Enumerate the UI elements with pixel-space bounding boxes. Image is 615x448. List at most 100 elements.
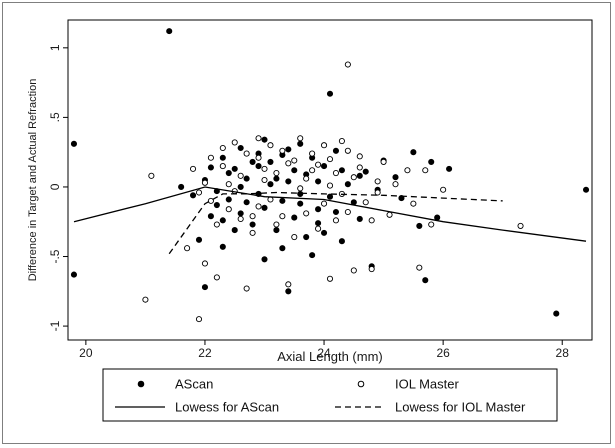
point-iol-master (368, 217, 375, 224)
point-iol-master (213, 221, 220, 228)
point-ascan (213, 201, 220, 209)
point-ascan (428, 158, 435, 165)
point-ascan (392, 174, 399, 181)
point-ascan (261, 204, 268, 211)
point-ascan (207, 164, 214, 171)
point-iol-master (213, 274, 220, 281)
point-ascan (410, 149, 417, 156)
x-tick-label: 24 (317, 346, 331, 360)
legend-label-ascan: AScan (175, 377, 213, 392)
legend-label-lowess-for-ascan: Lowess for AScan (175, 400, 279, 415)
point-ascan (285, 178, 292, 185)
point-iol-master (279, 147, 286, 154)
point-iol-master (350, 267, 357, 274)
point-ascan (166, 28, 173, 35)
point-iol-master (285, 160, 292, 167)
point-ascan (446, 165, 453, 172)
point-iol-master (386, 211, 393, 218)
point-iol-master (243, 285, 250, 292)
point-ascan (70, 271, 78, 278)
point-iol-master (273, 221, 280, 228)
point-iol-master (243, 150, 250, 157)
point-ascan (326, 193, 334, 200)
point-ascan (243, 199, 250, 206)
point-iol-master (320, 142, 328, 149)
point-iol-master (267, 142, 274, 149)
legend-key-ascan (137, 380, 145, 388)
point-iol-master (428, 221, 435, 228)
point-ascan (338, 167, 345, 174)
point-iol-master (237, 215, 244, 223)
point-ascan (243, 175, 250, 182)
point-ascan (315, 220, 322, 227)
y-tick-label: 1 (48, 44, 62, 51)
point-iol-master (201, 179, 209, 186)
x-tick-label: 20 (79, 346, 93, 360)
point-ascan (434, 214, 441, 221)
point-iol-master (255, 154, 262, 161)
point-iol-master (219, 163, 226, 170)
point-iol-master (380, 158, 387, 165)
legend: AScan IOL Master Lowess for AScan Lowess fo… (115, 377, 526, 415)
line-lowess-for-iol-master (168, 191, 503, 255)
point-iol-master (261, 176, 268, 184)
point-ascan (344, 181, 351, 188)
point-iol-master (297, 135, 304, 142)
point-iol-master (207, 197, 214, 204)
point-ascan (291, 214, 298, 221)
point-iol-master (261, 165, 268, 172)
point-ascan (267, 181, 274, 188)
point-ascan (231, 227, 238, 234)
point-iol-master (315, 161, 322, 168)
point-iol-master (279, 213, 286, 220)
point-ascan (320, 229, 328, 236)
point-ascan (219, 243, 226, 250)
point-iol-master (219, 144, 226, 152)
point-ascan (338, 238, 345, 245)
legend-item-iol-master: IOL Master (357, 377, 459, 392)
point-ascan (332, 147, 340, 154)
axis-ticks: 20 22 24 26 28 1 .5 0 -.5 -1 (48, 44, 569, 360)
point-ascan (195, 236, 203, 243)
point-iol-master (356, 153, 363, 160)
legend-item-ascan: AScan (137, 377, 213, 392)
point-ascan (291, 167, 298, 174)
point-iol-master (326, 156, 334, 163)
point-iol-master (416, 264, 423, 271)
point-iol-master (374, 178, 381, 185)
point-ascan (249, 158, 256, 165)
point-ascan (309, 252, 316, 259)
point-ascan (225, 196, 232, 203)
point-iol-master (249, 229, 256, 236)
point-iol-master (303, 210, 310, 217)
legend-item-lowess-for-ascan: Lowess for AScan (115, 400, 279, 415)
point-ascan (553, 310, 560, 317)
point-ascan (297, 190, 304, 197)
point-iol-master (356, 164, 363, 171)
x-tick-label: 28 (556, 346, 570, 360)
x-tick-label: 26 (436, 346, 450, 360)
point-iol-master (291, 233, 298, 241)
point-ascan (326, 90, 334, 97)
point-iol-master (517, 222, 524, 229)
point-ascan (582, 186, 590, 193)
point-iol-master (148, 172, 155, 179)
point-iol-master (273, 169, 280, 177)
point-ascan (261, 256, 268, 263)
series-iol-master (142, 61, 524, 323)
legend-label-lowess-for-iol-master: Lowess for IOL Master (395, 400, 526, 415)
point-ascan (422, 277, 429, 284)
point-iol-master (315, 225, 322, 232)
point-ascan (416, 222, 423, 229)
point-iol-master (237, 172, 244, 179)
point-ascan (356, 215, 363, 223)
point-iol-master (320, 200, 328, 207)
point-iol-master (362, 199, 369, 206)
y-tick-label: .5 (48, 112, 62, 122)
y-tick-label: -.5 (48, 249, 62, 263)
x-axis-label: Axial Length (mm) (277, 349, 382, 364)
legend-key-iol-master (357, 380, 365, 388)
series-ascan (70, 28, 590, 317)
point-iol-master (225, 206, 232, 213)
